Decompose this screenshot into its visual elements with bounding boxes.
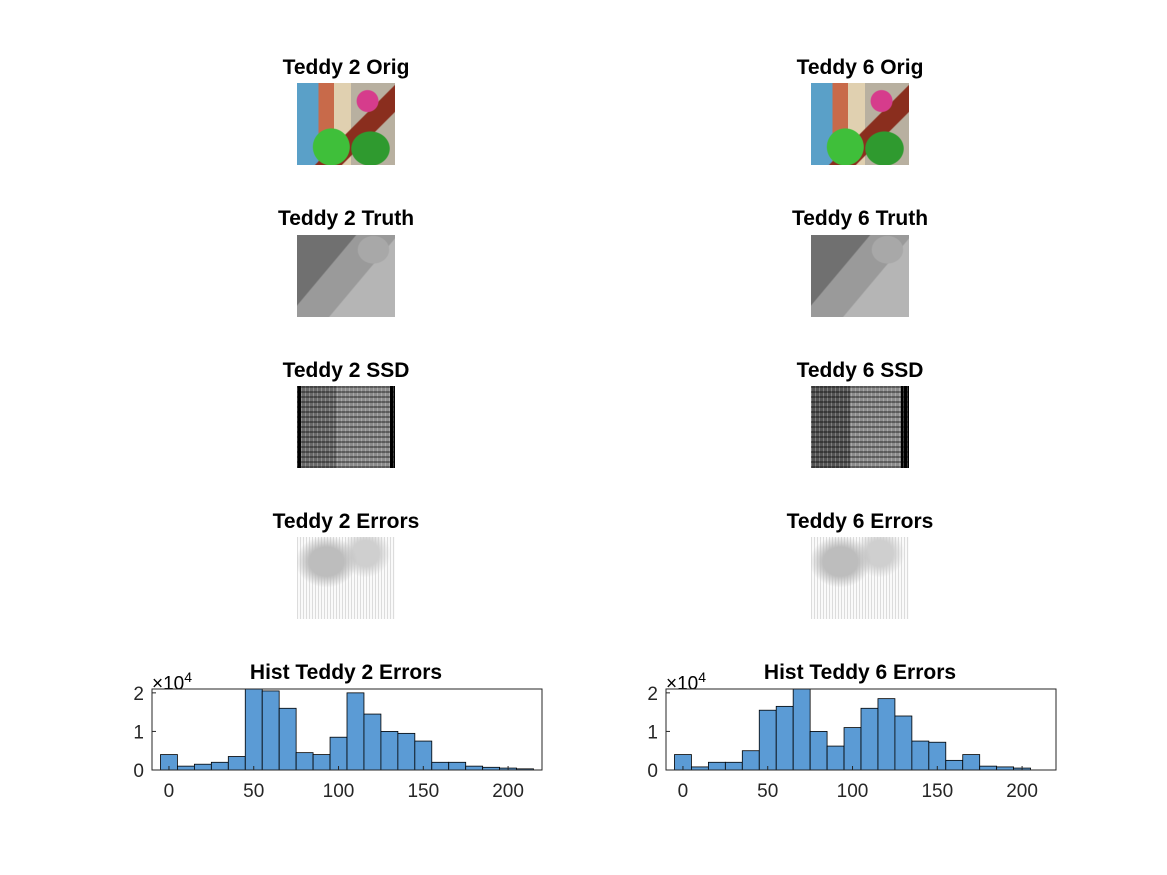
hist-bar [979,765,998,771]
teddy6-errors-image [811,537,909,619]
x-tick-label: 150 [921,781,953,802]
teddy2-errors-image [297,537,395,619]
teddy6-orig-image [811,83,909,165]
axes-frame [151,688,543,771]
hist-bar [894,715,913,771]
hist-bar [707,761,726,771]
hist-bar [962,754,981,771]
teddy6-ssd-image [811,386,909,468]
x-tick-label: 200 [1006,781,1038,802]
teddy2-orig-image [297,83,395,165]
teddy2-truth-image [297,235,395,317]
y-tick-label: 2 [647,684,658,705]
hist-bar [877,698,896,771]
x-tick-label: 50 [757,781,778,802]
hist-bar [945,759,964,771]
hist-teddy6-title: Hist Teddy 6 Errors [763,661,957,684]
teddy6-truth-image [811,235,909,317]
hist-teddy2-title: Hist Teddy 2 Errors [249,661,443,684]
panel-title-teddy2-ssd: Teddy 2 SSD [282,359,410,382]
y-tick-label: 0 [133,761,144,782]
y-tick-label: 2 [133,684,144,705]
teddy2-ssd-image [297,386,395,468]
panel-title-teddy2-errors: Teddy 2 Errors [272,510,420,533]
panel-title-teddy6-errors: Teddy 6 Errors [786,510,934,533]
x-tick-label: 50 [243,781,264,802]
x-tick-label: 0 [164,781,175,802]
y-tick-label: 1 [647,722,658,743]
hist-bar [826,745,845,771]
hist-teddy2-exponent-sup: 4 [184,669,193,685]
x-tick-label: 100 [837,781,869,802]
hist-bar [724,761,743,771]
hist-bar [843,727,862,771]
hist-teddy6-exponent-sup: 4 [698,669,707,685]
x-tick-label: 100 [323,781,355,802]
x-tick-label: 150 [407,781,439,802]
panel-title-teddy6-truth: Teddy 6 Truth [791,207,929,230]
hist-bar [911,740,930,771]
hist-bar [792,688,811,771]
axes-frame [665,688,1057,771]
panel-title-teddy2-truth: Teddy 2 Truth [277,207,415,230]
hist-bar [860,707,879,771]
y-tick-label: 1 [133,722,144,743]
hist-bar [741,750,760,771]
x-tick-label: 0 [678,781,689,802]
hist-bar [775,705,794,771]
hist-bar [758,709,777,771]
hist-bar [928,741,947,771]
panel-title-teddy6-ssd: Teddy 6 SSD [796,359,924,382]
y-tick-label: 0 [647,761,658,782]
x-tick-label: 200 [492,781,524,802]
panel-title-teddy2-orig: Teddy 2 Orig [282,56,410,79]
hist-bar [809,731,828,771]
panel-title-teddy6-orig: Teddy 6 Orig [796,56,924,79]
